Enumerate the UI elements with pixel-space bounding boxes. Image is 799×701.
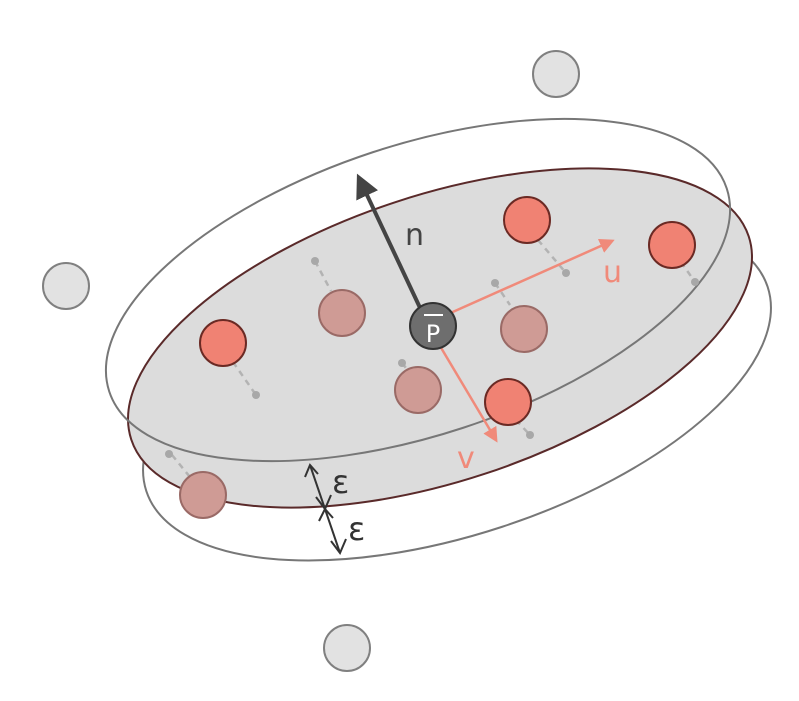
- outlier-point: [323, 624, 371, 672]
- projection-foot: [562, 269, 570, 277]
- inlier-point: [503, 196, 551, 244]
- inlier-point-below: [318, 289, 366, 337]
- projection-foot: [691, 278, 699, 286]
- axis-v-arrow: [438, 345, 498, 443]
- inliers-below-plane: [179, 289, 548, 519]
- centroid-point: [409, 302, 457, 350]
- outlier-point: [42, 262, 90, 310]
- projection-foot: [165, 450, 173, 458]
- projection-foot: [311, 257, 319, 265]
- inlier-point: [199, 319, 247, 367]
- projection-foot: [491, 279, 499, 287]
- projection-line: [313, 260, 333, 292]
- centroid-label: P: [426, 320, 440, 348]
- inlier-point-below: [394, 366, 442, 414]
- outliers: [42, 50, 580, 672]
- epsilon-lower-label: ε: [348, 510, 365, 548]
- projection-line: [231, 361, 258, 396]
- inlier-point: [648, 221, 696, 269]
- projection-line: [171, 454, 191, 478]
- projection-feet: [165, 257, 699, 458]
- inliers-above-plane: [199, 196, 696, 426]
- axis-v-label: v: [457, 441, 475, 476]
- projection-line: [493, 282, 512, 306]
- projection-foot: [398, 359, 406, 367]
- inlier-point-below: [179, 471, 227, 519]
- axis-u-label: u: [603, 255, 622, 290]
- projection-foot: [526, 431, 534, 439]
- inlier-point: [484, 378, 532, 426]
- outlier-point: [532, 50, 580, 98]
- axis-u-arrow: [445, 239, 615, 317]
- inlier-point-below: [500, 305, 548, 353]
- upper-tolerance-boundary: [104, 117, 732, 463]
- epsilon-upper-label: ε: [332, 463, 349, 501]
- projection-line: [537, 239, 567, 274]
- normal-vector-arrow: [356, 173, 424, 313]
- normal-label: n: [405, 218, 424, 253]
- projection-foot: [252, 391, 260, 399]
- epsilon-lower-arrow: [318, 507, 347, 555]
